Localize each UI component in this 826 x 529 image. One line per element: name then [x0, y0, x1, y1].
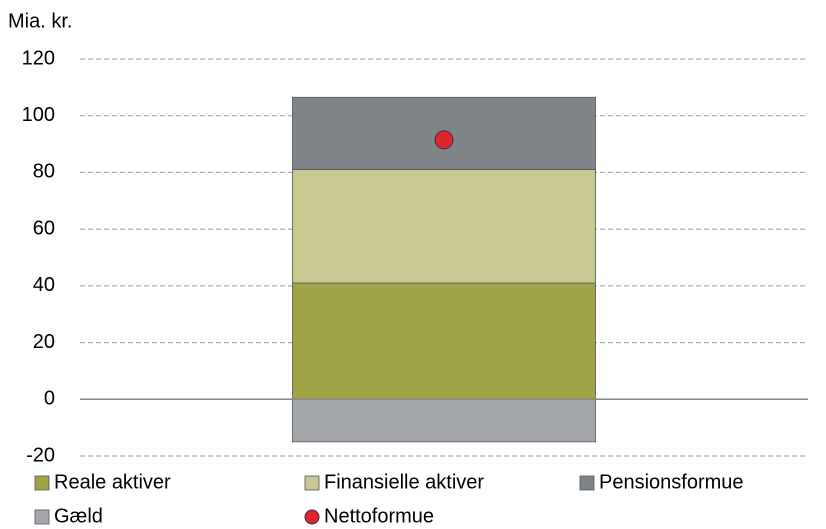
legend-label: Finansielle aktiver [324, 471, 484, 493]
y-tick-label: 40 [33, 274, 55, 296]
legend-label: Nettoformue [324, 505, 434, 527]
bar-segment [292, 282, 596, 400]
legend-label: Gæld [54, 505, 103, 527]
y-tick-label: 0 [44, 388, 55, 410]
legend-label: Pensionsformue [599, 471, 744, 493]
y-tick-label: -20 [26, 444, 55, 466]
bar-segment [292, 398, 596, 443]
legend-label: Reale aktiver [54, 471, 171, 493]
y-tick-label: 100 [22, 104, 55, 126]
legend-swatch [304, 475, 320, 491]
bar-segment [292, 169, 596, 284]
marker [434, 130, 454, 150]
legend-swatch [34, 509, 50, 525]
legend-swatch [304, 509, 320, 525]
y-axis-label: Mia. kr. [8, 10, 72, 32]
y-tick-label: 60 [33, 217, 55, 239]
legend-swatch [579, 475, 595, 491]
legend-swatch [34, 475, 50, 491]
y-tick-label: 20 [33, 331, 55, 353]
y-tick-label: 80 [33, 161, 55, 183]
y-tick-label: 120 [22, 47, 55, 69]
